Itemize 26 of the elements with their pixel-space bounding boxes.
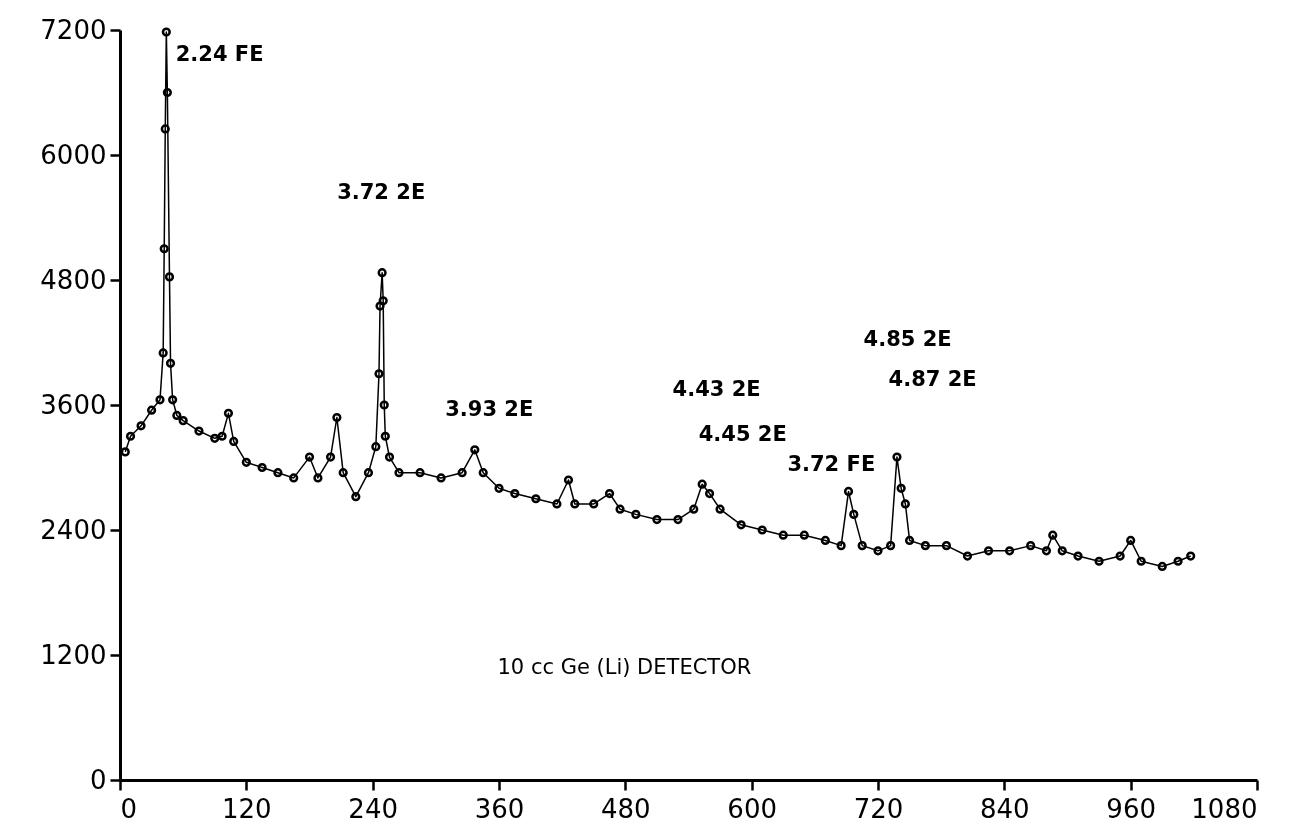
x-tick-label: 720: [853, 793, 904, 824]
x-tick-label: 960: [1106, 793, 1156, 824]
x-tick-label: 0: [120, 793, 138, 824]
y-tick-label: 7200: [40, 14, 107, 45]
x-tick-label: 1080: [1191, 793, 1258, 824]
x-tick-label: 840: [980, 793, 1030, 824]
y-tick-label: 6000: [40, 139, 107, 170]
x-tick-label: 120: [222, 793, 272, 824]
annotation: 4.85 2E: [863, 326, 952, 351]
annotation: 4.43 2E: [672, 377, 761, 401]
y-tick-label: 2400: [40, 514, 107, 545]
y-tick-label: 3600: [40, 389, 107, 420]
annotation: 2.24 FE: [175, 41, 264, 66]
annotation: 4.45 2E: [698, 422, 787, 446]
y-tick-label: 1200: [40, 639, 107, 670]
x-tick-label: 240: [348, 793, 398, 824]
annotation: 3.72 2E: [337, 179, 426, 204]
x-tick-label: 360: [474, 793, 525, 824]
annotation: 4.87 2E: [888, 367, 977, 392]
x-tick-label: 600: [727, 793, 777, 824]
y-tick-label: 0: [89, 764, 107, 795]
y-tick-label: 4800: [40, 264, 107, 295]
annotation: 3.72 FE: [787, 452, 876, 476]
annotation: 10 cc Ge (Li) DETECTOR: [497, 654, 752, 679]
annotation: 3.93 2E: [445, 397, 534, 422]
x-tick-label: 480: [601, 793, 651, 824]
